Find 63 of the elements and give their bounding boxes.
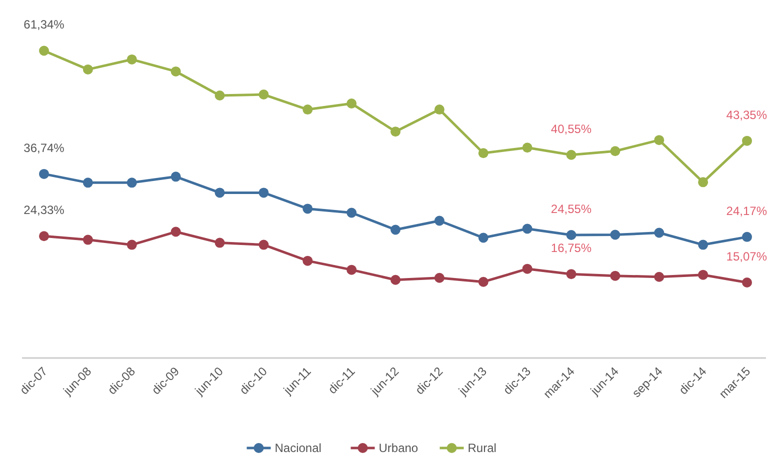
point — [302, 204, 313, 214]
data-label: 15,07% — [726, 250, 768, 264]
legend-label: Urbano — [378, 441, 418, 455]
point — [170, 172, 181, 182]
point — [170, 66, 181, 76]
point — [434, 272, 444, 283]
point — [434, 216, 444, 226]
point — [478, 232, 488, 243]
point — [610, 230, 620, 240]
point — [346, 98, 357, 109]
point — [126, 240, 137, 250]
data-label: 40,55% — [550, 122, 592, 136]
point — [258, 240, 269, 250]
point — [698, 240, 708, 250]
point — [302, 104, 313, 115]
point — [522, 142, 532, 153]
point — [214, 188, 225, 198]
point — [654, 135, 664, 146]
data-label: 61,34% — [24, 18, 65, 32]
point — [214, 238, 225, 248]
point — [258, 188, 269, 198]
point — [170, 226, 181, 237]
point — [39, 231, 49, 242]
data-label: 43,35% — [726, 108, 768, 122]
legend-label: Nacional — [274, 441, 322, 455]
data-label: 36,74% — [24, 140, 65, 155]
point — [346, 264, 357, 275]
point — [126, 54, 137, 64]
point — [478, 148, 488, 158]
point — [522, 264, 532, 274]
point — [82, 234, 93, 245]
point — [346, 208, 357, 218]
point — [478, 276, 488, 287]
point — [566, 269, 576, 280]
point — [742, 278, 752, 288]
point — [82, 64, 93, 74]
point — [610, 270, 620, 281]
point — [39, 168, 49, 179]
point — [214, 90, 225, 101]
legend-label: Rural — [468, 441, 496, 455]
point — [126, 178, 137, 188]
point — [654, 228, 664, 238]
data-label: 24,55% — [550, 202, 592, 216]
point — [302, 256, 313, 266]
point — [566, 150, 576, 160]
point — [654, 272, 664, 282]
point — [742, 136, 752, 146]
point — [82, 178, 93, 188]
point — [610, 146, 620, 156]
point — [522, 224, 532, 234]
point — [390, 126, 400, 137]
point — [698, 270, 708, 280]
point — [742, 232, 752, 242]
data-label: 16,75% — [550, 241, 592, 256]
point — [39, 46, 49, 56]
point — [258, 90, 269, 100]
data-label: 24,33% — [24, 203, 65, 218]
point — [390, 224, 400, 235]
point — [698, 177, 708, 188]
data-label: 24,17% — [726, 204, 768, 218]
point — [434, 104, 444, 115]
point — [566, 230, 576, 240]
point — [390, 274, 400, 285]
